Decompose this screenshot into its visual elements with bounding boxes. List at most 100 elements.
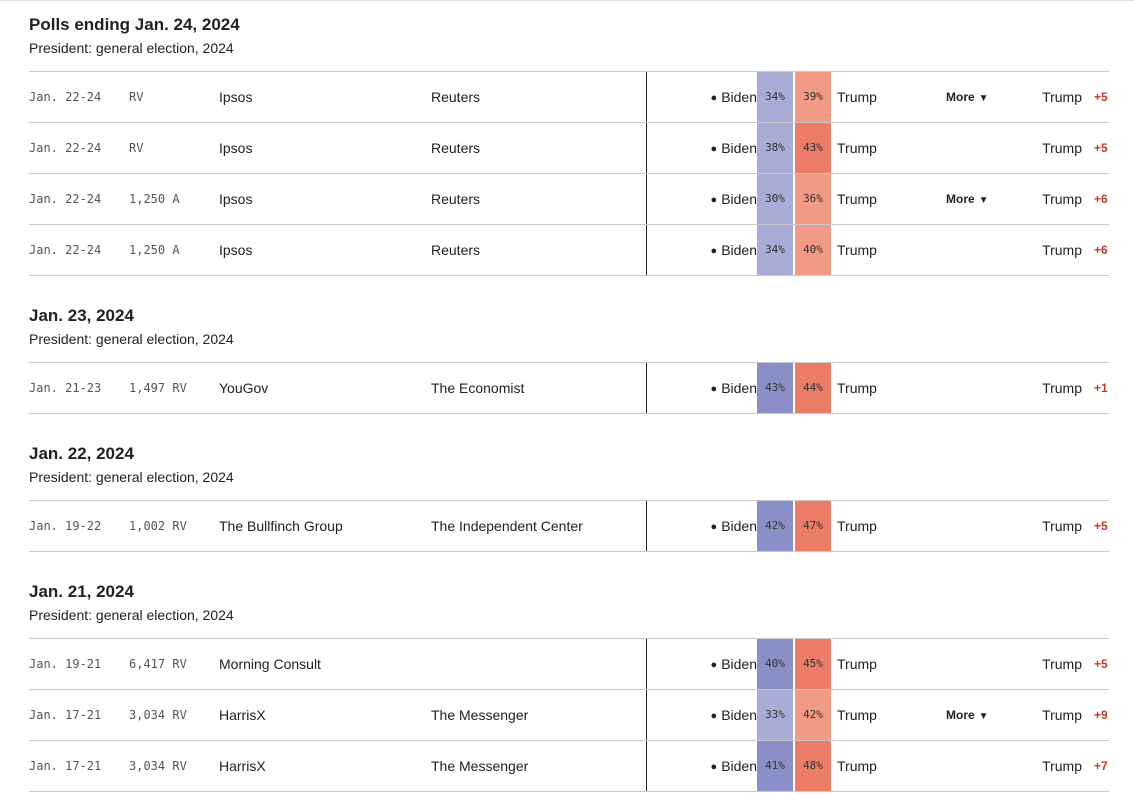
dem-candidate: ● Biden — [711, 225, 757, 275]
poll-row[interactable]: Jan. 22-24 1,250 A Ipsos Reuters ● Biden 30% 36… — [29, 174, 1109, 225]
sponsor-name: Reuters — [431, 89, 481, 105]
poll-row[interactable]: Jan. 22-24 RV Ipsos Reuters ● Biden 38% 43% Trum… — [29, 123, 1109, 174]
leader-name: Trump — [1042, 656, 1082, 672]
poll-row[interactable]: Jan. 21-23 1,497 RV YouGov The Economist ● Bi… — [29, 363, 1109, 414]
column-divider — [646, 72, 647, 122]
poll-dates: Jan. 22-24 — [29, 243, 102, 257]
leader-name: Trump — [1042, 707, 1082, 723]
rep-percent: 48% — [794, 741, 831, 791]
rep-percent: 44% — [794, 363, 831, 413]
dem-percent: 34% — [757, 225, 793, 275]
poll-row[interactable]: Jan. 22-24 1,250 A Ipsos Reuters ● Biden 34% 40… — [29, 225, 1109, 276]
poll-table: Jan. 21-23 1,497 RV YouGov The Economist ● Bi… — [29, 362, 1109, 414]
poll-group: Jan. 23, 2024 President: general election… — [0, 305, 1134, 414]
more-label: More — [946, 708, 975, 722]
dem-candidate: ● Biden — [711, 174, 757, 224]
dem-percent: 41% — [757, 741, 793, 791]
poll-dates: Jan. 19-22 — [29, 519, 102, 533]
net-margin: +6 — [1094, 243, 1108, 257]
column-divider — [646, 123, 647, 173]
pollster-name[interactable]: HarrisX — [219, 758, 266, 774]
column-divider — [646, 174, 647, 224]
sponsor-name: The Messenger — [431, 707, 529, 723]
pollster-name[interactable]: YouGov — [219, 380, 269, 396]
sample-size: 3,034 RV — [129, 759, 187, 773]
column-divider — [646, 741, 647, 791]
dem-percent: 30% — [757, 174, 793, 224]
pollster-name[interactable]: HarrisX — [219, 707, 266, 723]
rep-percent: 42% — [794, 690, 831, 740]
sponsor-name: The Independent Center — [431, 518, 583, 534]
column-divider — [646, 639, 647, 689]
rep-percent: 40% — [794, 225, 831, 275]
bullet-dot-icon: ● — [710, 710, 718, 722]
sample-size: 1,250 A — [129, 243, 180, 257]
rep-percent: 43% — [794, 123, 831, 173]
more-label: More — [946, 90, 975, 104]
pollster-name[interactable]: Ipsos — [219, 191, 253, 207]
more-button[interactable]: More ▼ — [946, 690, 989, 740]
net-margin: +5 — [1094, 519, 1108, 533]
bullet-dot-icon: ● — [710, 761, 718, 773]
poll-row[interactable]: Jan. 19-21 6,417 RV Morning Consult ● Biden 4… — [29, 639, 1109, 690]
race-subtitle: President: general election, 2024 — [29, 331, 234, 347]
bullet-dot-icon: ● — [710, 92, 718, 104]
dem-candidate: ● Biden — [711, 741, 757, 791]
sponsor-name: Reuters — [431, 140, 481, 156]
top-divider — [0, 0, 1134, 1]
poll-group: Polls ending Jan. 24, 2024 President: gen… — [0, 14, 1134, 276]
sample-size: 6,417 RV — [129, 657, 187, 671]
net-margin: +1 — [1094, 381, 1108, 395]
poll-row[interactable]: Jan. 22-24 RV Ipsos Reuters ● Biden 34% 39% Trum… — [29, 72, 1109, 123]
leader-name: Trump — [1042, 242, 1082, 258]
rep-percent: 39% — [794, 72, 831, 122]
pollster-name[interactable]: Ipsos — [219, 140, 253, 156]
pollster-name[interactable]: Ipsos — [219, 89, 253, 105]
bullet-dot-icon: ● — [710, 194, 718, 206]
poll-dates: Jan. 17-21 — [29, 759, 102, 773]
poll-row[interactable]: Jan. 17-21 3,034 RV HarrisX The Messenger ● B… — [29, 741, 1109, 792]
more-button[interactable]: More ▼ — [946, 174, 989, 224]
more-button[interactable]: More ▼ — [946, 72, 989, 122]
net-margin: +9 — [1094, 708, 1108, 722]
rep-candidate-name: Trump — [837, 758, 877, 774]
sample-size: 1,002 RV — [129, 519, 187, 533]
dem-candidate-name: Biden — [721, 89, 757, 105]
poll-row[interactable]: Jan. 19-22 1,002 RV The Bullfinch Group The… — [29, 501, 1109, 552]
bullet-dot-icon: ● — [710, 659, 718, 671]
sample-size: 1,250 A — [129, 192, 180, 206]
poll-row[interactable]: Jan. 17-21 3,034 RV HarrisX The Messenger ● B… — [29, 690, 1109, 741]
dem-candidate-name: Biden — [721, 518, 757, 534]
dem-candidate-name: Biden — [721, 242, 757, 258]
rep-candidate-name: Trump — [837, 380, 877, 396]
leader-name: Trump — [1042, 518, 1082, 534]
sponsor-name: Reuters — [431, 191, 481, 207]
dem-candidate-name: Biden — [721, 656, 757, 672]
poll-table: Jan. 19-22 1,002 RV The Bullfinch Group The… — [29, 500, 1109, 552]
poll-dates: Jan. 22-24 — [29, 90, 102, 104]
pollster-name[interactable]: The Bullfinch Group — [219, 518, 343, 534]
sample-size: RV — [129, 141, 144, 155]
column-divider — [646, 225, 647, 275]
dem-percent: 38% — [757, 123, 793, 173]
poll-dates: Jan. 21-23 — [29, 381, 102, 395]
net-margin: +6 — [1094, 192, 1108, 206]
pollster-name[interactable]: Morning Consult — [219, 656, 321, 672]
rep-candidate-name: Trump — [837, 191, 877, 207]
dem-candidate: ● Biden — [711, 72, 757, 122]
dem-candidate: ● Biden — [711, 690, 757, 740]
rep-percent: 36% — [794, 174, 831, 224]
poll-dates: Jan. 17-21 — [29, 708, 102, 722]
leader-name: Trump — [1042, 191, 1082, 207]
dem-percent: 33% — [757, 690, 793, 740]
rep-candidate-name: Trump — [837, 656, 877, 672]
dem-percent: 40% — [757, 639, 793, 689]
dem-candidate-name: Biden — [721, 140, 757, 156]
pollster-name[interactable]: Ipsos — [219, 242, 253, 258]
sponsor-name: The Messenger — [431, 758, 529, 774]
net-margin: +5 — [1094, 141, 1108, 155]
poll-dates: Jan. 22-24 — [29, 141, 102, 155]
rep-candidate-name: Trump — [837, 89, 877, 105]
race-subtitle: President: general election, 2024 — [29, 607, 234, 623]
poll-table: Jan. 19-21 6,417 RV Morning Consult ● Biden 4… — [29, 638, 1109, 792]
